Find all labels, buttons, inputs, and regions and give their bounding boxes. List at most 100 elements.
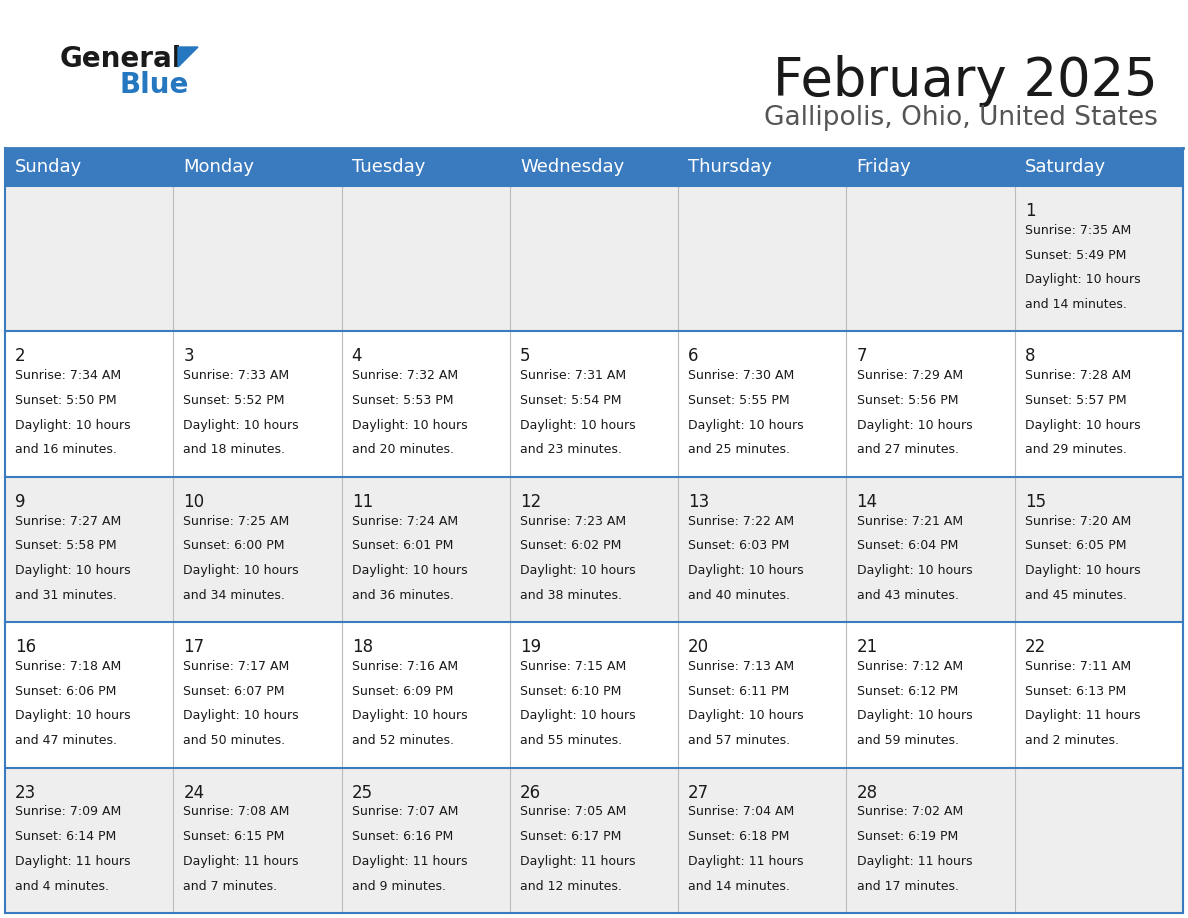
Text: and 25 minutes.: and 25 minutes. — [688, 443, 790, 456]
Text: Wednesday: Wednesday — [520, 158, 624, 176]
Text: 24: 24 — [183, 784, 204, 801]
Bar — [173, 148, 342, 186]
Text: Daylight: 10 hours: Daylight: 10 hours — [857, 419, 972, 431]
Text: 1: 1 — [1025, 202, 1036, 220]
Polygon shape — [178, 47, 198, 67]
Text: and 18 minutes.: and 18 minutes. — [183, 443, 285, 456]
Text: Sunrise: 7:34 AM: Sunrise: 7:34 AM — [15, 369, 121, 382]
Text: Sunrise: 7:28 AM: Sunrise: 7:28 AM — [1025, 369, 1131, 382]
Text: Sunrise: 7:33 AM: Sunrise: 7:33 AM — [183, 369, 290, 382]
Text: Daylight: 10 hours: Daylight: 10 hours — [183, 419, 299, 431]
Text: and 29 minutes.: and 29 minutes. — [1025, 443, 1126, 456]
Text: Sunset: 5:49 PM: Sunset: 5:49 PM — [1025, 249, 1126, 262]
Text: and 38 minutes.: and 38 minutes. — [520, 588, 623, 602]
Text: Sunday: Sunday — [15, 158, 82, 176]
Text: Daylight: 10 hours: Daylight: 10 hours — [352, 710, 467, 722]
Text: Daylight: 10 hours: Daylight: 10 hours — [1025, 419, 1140, 431]
Text: Sunrise: 7:07 AM: Sunrise: 7:07 AM — [352, 805, 459, 819]
Text: Daylight: 10 hours: Daylight: 10 hours — [520, 419, 636, 431]
Text: Sunrise: 7:15 AM: Sunrise: 7:15 AM — [520, 660, 626, 673]
Bar — [5, 622, 1183, 767]
Text: Daylight: 10 hours: Daylight: 10 hours — [352, 564, 467, 577]
Text: 18: 18 — [352, 638, 373, 656]
Text: 22: 22 — [1025, 638, 1047, 656]
Text: Sunset: 6:00 PM: Sunset: 6:00 PM — [183, 539, 285, 553]
Text: Sunset: 6:13 PM: Sunset: 6:13 PM — [1025, 685, 1126, 698]
Text: Sunset: 6:12 PM: Sunset: 6:12 PM — [857, 685, 958, 698]
Text: Daylight: 10 hours: Daylight: 10 hours — [688, 710, 804, 722]
Bar — [5, 767, 1183, 913]
Text: Daylight: 10 hours: Daylight: 10 hours — [15, 710, 131, 722]
Text: 4: 4 — [352, 347, 362, 365]
Text: and 23 minutes.: and 23 minutes. — [520, 443, 621, 456]
Text: Sunset: 5:57 PM: Sunset: 5:57 PM — [1025, 394, 1126, 407]
Text: Sunset: 5:55 PM: Sunset: 5:55 PM — [688, 394, 790, 407]
Text: Sunset: 6:01 PM: Sunset: 6:01 PM — [352, 539, 453, 553]
Text: Sunset: 5:52 PM: Sunset: 5:52 PM — [183, 394, 285, 407]
Text: Sunrise: 7:31 AM: Sunrise: 7:31 AM — [520, 369, 626, 382]
Text: and 57 minutes.: and 57 minutes. — [688, 734, 790, 747]
Text: and 50 minutes.: and 50 minutes. — [183, 734, 285, 747]
Text: Daylight: 11 hours: Daylight: 11 hours — [857, 855, 972, 868]
Bar — [678, 148, 846, 186]
Text: and 20 minutes.: and 20 minutes. — [352, 443, 454, 456]
Text: 7: 7 — [857, 347, 867, 365]
Text: Sunset: 6:03 PM: Sunset: 6:03 PM — [688, 539, 790, 553]
Text: 8: 8 — [1025, 347, 1035, 365]
Text: Sunrise: 7:35 AM: Sunrise: 7:35 AM — [1025, 224, 1131, 237]
Text: 20: 20 — [688, 638, 709, 656]
Text: Sunrise: 7:29 AM: Sunrise: 7:29 AM — [857, 369, 962, 382]
Text: Sunset: 6:11 PM: Sunset: 6:11 PM — [688, 685, 790, 698]
Text: 9: 9 — [15, 493, 26, 510]
Text: and 2 minutes.: and 2 minutes. — [1025, 734, 1119, 747]
Text: Sunset: 6:18 PM: Sunset: 6:18 PM — [688, 830, 790, 843]
Text: and 40 minutes.: and 40 minutes. — [688, 588, 790, 602]
Text: Blue: Blue — [120, 71, 189, 99]
Text: Daylight: 11 hours: Daylight: 11 hours — [183, 855, 299, 868]
Text: Sunrise: 7:30 AM: Sunrise: 7:30 AM — [688, 369, 795, 382]
Text: 26: 26 — [520, 784, 541, 801]
Text: and 9 minutes.: and 9 minutes. — [352, 879, 446, 892]
Text: 16: 16 — [15, 638, 36, 656]
Bar — [342, 148, 510, 186]
Text: Daylight: 11 hours: Daylight: 11 hours — [1025, 710, 1140, 722]
Text: Sunrise: 7:17 AM: Sunrise: 7:17 AM — [183, 660, 290, 673]
Text: Sunrise: 7:08 AM: Sunrise: 7:08 AM — [183, 805, 290, 819]
Text: Daylight: 10 hours: Daylight: 10 hours — [688, 564, 804, 577]
Text: Saturday: Saturday — [1025, 158, 1106, 176]
Text: Sunset: 6:15 PM: Sunset: 6:15 PM — [183, 830, 285, 843]
Text: Daylight: 10 hours: Daylight: 10 hours — [1025, 564, 1140, 577]
Text: Sunrise: 7:11 AM: Sunrise: 7:11 AM — [1025, 660, 1131, 673]
Text: Daylight: 11 hours: Daylight: 11 hours — [688, 855, 804, 868]
Text: Sunset: 6:05 PM: Sunset: 6:05 PM — [1025, 539, 1126, 553]
Text: and 27 minutes.: and 27 minutes. — [857, 443, 959, 456]
Text: 11: 11 — [352, 493, 373, 510]
Text: 6: 6 — [688, 347, 699, 365]
Text: 23: 23 — [15, 784, 37, 801]
Text: Sunrise: 7:27 AM: Sunrise: 7:27 AM — [15, 515, 121, 528]
Text: Tuesday: Tuesday — [352, 158, 425, 176]
Text: 28: 28 — [857, 784, 878, 801]
Text: 15: 15 — [1025, 493, 1045, 510]
Text: Monday: Monday — [183, 158, 254, 176]
Text: and 17 minutes.: and 17 minutes. — [857, 879, 959, 892]
Text: Friday: Friday — [857, 158, 911, 176]
Text: Sunrise: 7:18 AM: Sunrise: 7:18 AM — [15, 660, 121, 673]
Text: Sunrise: 7:32 AM: Sunrise: 7:32 AM — [352, 369, 457, 382]
Text: Daylight: 10 hours: Daylight: 10 hours — [183, 564, 299, 577]
Text: Sunset: 5:54 PM: Sunset: 5:54 PM — [520, 394, 621, 407]
Text: and 7 minutes.: and 7 minutes. — [183, 879, 278, 892]
Text: Sunset: 6:09 PM: Sunset: 6:09 PM — [352, 685, 453, 698]
Text: and 4 minutes.: and 4 minutes. — [15, 879, 109, 892]
Text: Sunset: 6:14 PM: Sunset: 6:14 PM — [15, 830, 116, 843]
Text: 27: 27 — [688, 784, 709, 801]
Text: and 45 minutes.: and 45 minutes. — [1025, 588, 1126, 602]
Text: Sunset: 5:56 PM: Sunset: 5:56 PM — [857, 394, 958, 407]
Bar — [5, 148, 173, 186]
Text: Sunset: 6:17 PM: Sunset: 6:17 PM — [520, 830, 621, 843]
Text: Sunset: 6:10 PM: Sunset: 6:10 PM — [520, 685, 621, 698]
Text: Daylight: 10 hours: Daylight: 10 hours — [183, 710, 299, 722]
Text: Sunrise: 7:16 AM: Sunrise: 7:16 AM — [352, 660, 457, 673]
Text: 3: 3 — [183, 347, 194, 365]
Bar — [5, 476, 1183, 622]
